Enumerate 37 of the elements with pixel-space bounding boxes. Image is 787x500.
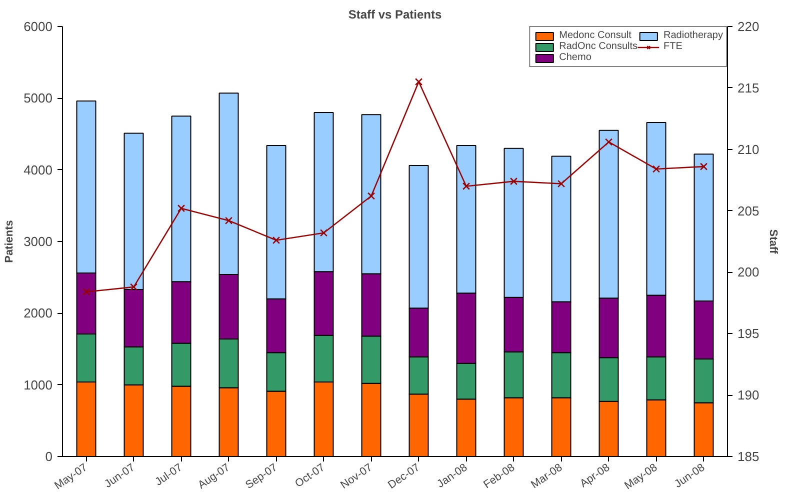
y-tick-label: 5000 — [24, 90, 52, 106]
y2-tick-label: 200 — [738, 264, 760, 280]
point — [177, 204, 186, 212]
y-tick-label: 3000 — [24, 234, 52, 249]
legend-label: RadOnc Consults — [559, 41, 638, 52]
y-tick-label: 4000 — [24, 162, 52, 178]
point — [82, 288, 90, 296]
point — [320, 229, 328, 237]
y2-tick-label: 220 — [738, 19, 760, 34]
y-tick-label: 2000 — [24, 306, 52, 321]
point — [367, 192, 376, 200]
legend-label: Medonc Consult — [559, 30, 632, 41]
y-tick-label: 1000 — [24, 377, 52, 392]
y-axis-title: Patients — [4, 220, 16, 263]
y2-tick-label: 215 — [738, 80, 760, 96]
y-tick-label: 6000 — [24, 19, 52, 34]
point — [272, 236, 280, 244]
point — [414, 78, 423, 86]
point — [557, 180, 566, 188]
y2-tick-label: 210 — [738, 142, 760, 157]
point — [462, 182, 470, 190]
legend-label: Chemo — [559, 52, 592, 63]
legend-label: FTE — [664, 41, 684, 52]
y2-tick-label: 185 — [738, 449, 760, 464]
y2-tick-label: 195 — [738, 326, 760, 342]
y2-tick-label: 205 — [738, 203, 760, 218]
legend-label: Radiotherapy — [664, 30, 723, 41]
chart-title: Staff vs Patients — [348, 8, 442, 22]
point — [604, 138, 613, 146]
point — [510, 177, 518, 186]
point — [652, 165, 660, 173]
y2-tick-label: 190 — [738, 388, 760, 403]
point — [224, 216, 233, 224]
point — [130, 283, 138, 291]
y-tick-label: 0 — [45, 449, 53, 464]
y2-axis-title: Staff — [767, 229, 780, 254]
point — [700, 162, 708, 170]
